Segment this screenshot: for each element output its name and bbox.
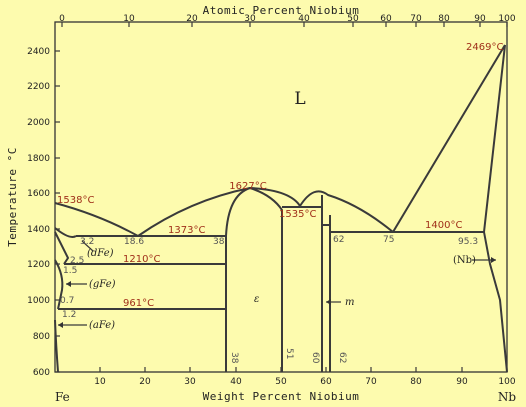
comp-label: 95.3 — [458, 237, 478, 247]
gamma-loop — [54, 259, 64, 310]
eutectic-1400-temp: 1400°C — [425, 220, 462, 231]
nb-melting-temp: 2469°C — [466, 42, 503, 53]
eutectoid-961-temp: 961°C — [123, 298, 154, 309]
alpha-fe-solvus — [54, 319, 59, 373]
top-axis-ticks: 0 10 20 30 40 50 60 70 80 90 100 — [59, 14, 516, 27]
liquidus-nb-side — [392, 44, 506, 233]
comp-label: 3.2 — [80, 237, 94, 247]
liquid-phase-label: L — [294, 89, 305, 109]
fe-melting-temp: 1538°C — [57, 195, 94, 206]
top-tick-label: 60 — [380, 14, 392, 24]
comp-label: 18.6 — [124, 237, 144, 247]
left-axis-title: Temperature °C — [6, 147, 19, 247]
comp-label: 1.5 — [63, 266, 77, 276]
bottom-tick-label: 90 — [456, 377, 468, 387]
liquidus-fe-side — [54, 187, 301, 237]
left-tick-label: 2400 — [27, 47, 50, 57]
top-tick-label: 70 — [410, 14, 422, 24]
eutectoid-1210-temp: 1210°C — [123, 254, 160, 265]
mu-top — [321, 207, 330, 226]
left-tick-label: 1800 — [27, 154, 50, 164]
bottom-tick-label: 20 — [139, 377, 151, 387]
nb-end-label: Nb — [498, 390, 517, 404]
comp-label: 75 — [383, 235, 394, 245]
top-tick-label: 30 — [244, 14, 256, 24]
laves-phase-dome — [225, 187, 283, 372]
fe-end-label: Fe — [55, 390, 70, 404]
top-tick-label: 100 — [498, 14, 515, 24]
alpha-fe-label: (aFe) — [89, 320, 115, 331]
bottom-axis-title: Weight Percent Niobium — [203, 390, 360, 403]
nb-solidus-solvus — [483, 44, 508, 373]
left-tick-label: 600 — [33, 368, 50, 378]
left-tick-label: 800 — [33, 332, 50, 342]
comp-label: 60 — [310, 352, 320, 364]
peritectic-1535-temp: 1535°C — [279, 209, 316, 220]
top-tick-label: 20 — [186, 14, 198, 24]
comp-label: 51 — [284, 348, 294, 359]
bottom-tick-label: 60 — [320, 377, 332, 387]
nb-phase-label: (Nb) — [453, 255, 476, 266]
comp-label: 62 — [337, 352, 347, 363]
top-tick-label: 90 — [474, 14, 486, 24]
comp-label: 62 — [333, 235, 344, 245]
bottom-axis-ticks: 10 20 30 40 50 60 70 80 90 100 — [94, 367, 516, 387]
bottom-tick-label: 80 — [410, 377, 422, 387]
arrows — [58, 240, 496, 328]
delta-fe-solvus — [54, 227, 77, 238]
comp-label: 38 — [229, 352, 239, 364]
left-tick-label: 1000 — [27, 296, 50, 306]
bottom-tick-label: 70 — [365, 377, 377, 387]
comp-label: 2.5 — [70, 256, 84, 266]
top-tick-label: 40 — [298, 14, 310, 24]
epsilon-phase-label: ε — [254, 294, 259, 305]
top-tick-label: 0 — [59, 14, 65, 24]
left-tick-label: 2200 — [27, 82, 50, 92]
gamma-fe-label: (gFe) — [89, 279, 116, 290]
bottom-tick-label: 100 — [498, 377, 515, 387]
left-tick-label: 1200 — [27, 260, 50, 270]
left-axis-ticks: 600 800 1000 1200 1400 1600 1800 2000 22… — [27, 47, 60, 378]
top-axis-title: Atomic Percent Niobium — [203, 4, 360, 17]
comp-label: 38 — [213, 237, 225, 247]
mu-phase-label: m — [345, 297, 354, 308]
left-tick-label: 1600 — [27, 189, 50, 199]
top-tick-label: 80 — [438, 14, 450, 24]
top-tick-label: 10 — [123, 14, 135, 24]
eutectic-1373-temp: 1373°C — [168, 225, 205, 236]
left-tick-label: 1400 — [27, 225, 50, 235]
liquidus-mid — [299, 190, 394, 233]
delta-gamma-boundary — [54, 231, 69, 265]
bottom-tick-label: 30 — [184, 377, 196, 387]
bottom-tick-label: 40 — [230, 377, 242, 387]
phase-boundaries — [54, 44, 508, 373]
left-tick-label: 2000 — [27, 118, 50, 128]
laves-melting-temp: 1627°C — [229, 181, 266, 192]
bottom-tick-label: 10 — [94, 377, 106, 387]
comp-label: 1.2 — [62, 310, 76, 320]
comp-label: 0.7 — [60, 296, 74, 306]
top-tick-label: 50 — [347, 14, 359, 24]
delta-fe-label: (dFe) — [87, 248, 114, 259]
bottom-tick-label: 50 — [275, 377, 287, 387]
